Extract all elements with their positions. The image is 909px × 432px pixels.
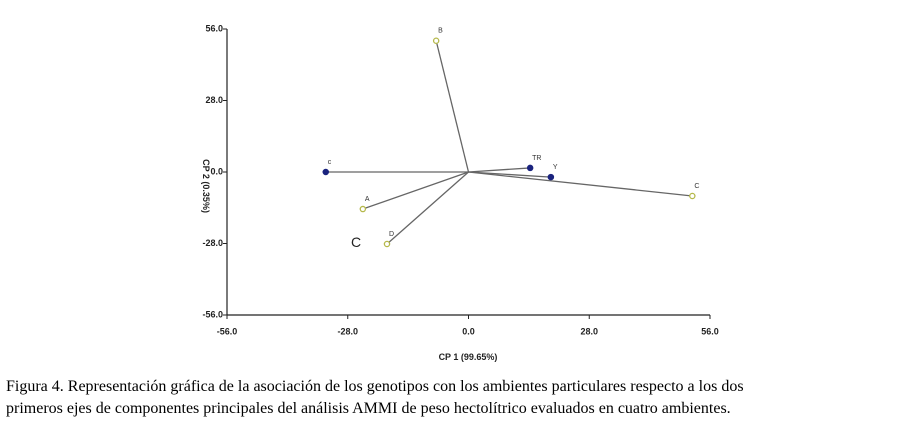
- x-tick-label: 28.0: [580, 326, 598, 336]
- point: [322, 168, 330, 176]
- y-tick-label: -56.0: [202, 309, 223, 319]
- vector: [386, 171, 469, 245]
- x-tick-label: 0.0: [462, 326, 475, 336]
- point: [547, 173, 555, 181]
- point-label: D: [389, 231, 394, 238]
- y-axis-label: CP 2 (0.35%): [201, 159, 211, 213]
- point: [526, 164, 534, 172]
- x-tick-label: 56.0: [701, 326, 719, 336]
- x-tick-label: -28.0: [337, 326, 358, 336]
- point-label: A: [365, 196, 370, 203]
- point: [432, 37, 440, 44]
- caption: Figura 4. Representación gráfica de la a…: [6, 378, 744, 395]
- vector: [435, 40, 470, 173]
- vector: [362, 171, 469, 210]
- point-label: c: [328, 159, 332, 166]
- annotation: C: [351, 234, 361, 250]
- point-label: TR: [532, 155, 541, 162]
- point-label: B: [438, 28, 443, 35]
- vector: [468, 171, 693, 197]
- y-tick-label: 0.0: [210, 166, 223, 176]
- point-label: C: [694, 183, 699, 190]
- point: [383, 240, 391, 248]
- y-tick-label: -28.0: [202, 238, 223, 248]
- point: [359, 205, 367, 213]
- y-tick-label: 28.0: [205, 95, 223, 105]
- vector: [468, 167, 531, 173]
- x-axis-label: CP 1 (99.65%): [439, 352, 498, 362]
- y-tick-label: 56.0: [205, 23, 223, 33]
- point: [689, 192, 696, 200]
- caption: primeros ejes de componentes principales…: [6, 400, 731, 417]
- x-tick-label: -56.0: [217, 326, 238, 336]
- point-label: Y: [553, 164, 558, 171]
